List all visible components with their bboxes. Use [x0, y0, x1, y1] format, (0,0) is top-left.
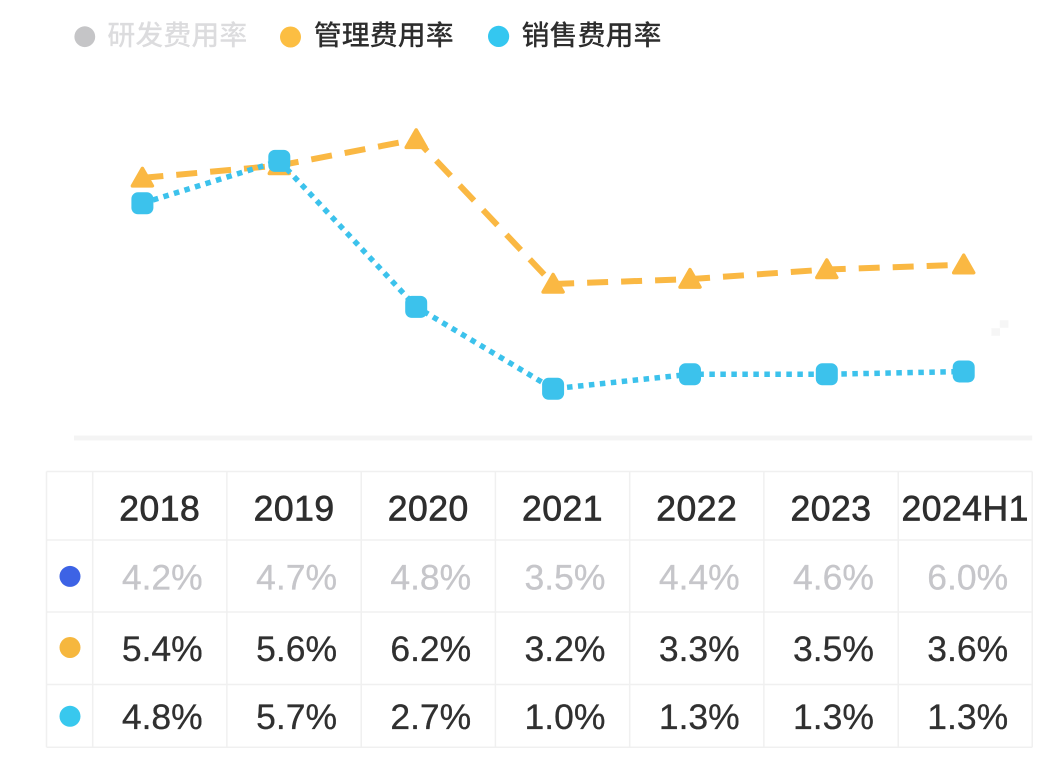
svg-text:2.7%: 2.7% — [390, 697, 471, 737]
svg-text:4.2%: 4.2% — [122, 558, 203, 598]
svg-text:5.6%: 5.6% — [256, 629, 337, 669]
svg-text:4.8%: 4.8% — [122, 697, 203, 737]
svg-text:4.7%: 4.7% — [256, 558, 337, 598]
svg-text:3.6%: 3.6% — [927, 629, 1008, 669]
svg-text:2022: 2022 — [656, 489, 737, 529]
svg-text:2020: 2020 — [388, 489, 469, 529]
svg-text:6.2%: 6.2% — [390, 629, 471, 669]
svg-text:2024H1: 2024H1 — [902, 489, 1029, 529]
svg-text:5.7%: 5.7% — [256, 697, 337, 737]
svg-text:1.3%: 1.3% — [659, 697, 740, 737]
svg-text:3.3%: 3.3% — [659, 629, 740, 669]
svg-text:3.5%: 3.5% — [793, 629, 874, 669]
svg-text:1.0%: 1.0% — [525, 697, 606, 737]
svg-text:4.6%: 4.6% — [793, 558, 874, 598]
svg-text:5.4%: 5.4% — [122, 629, 203, 669]
svg-text:2019: 2019 — [254, 489, 335, 529]
svg-text:2018: 2018 — [119, 489, 200, 529]
svg-text:4.8%: 4.8% — [390, 558, 471, 598]
svg-text:1.3%: 1.3% — [793, 697, 874, 737]
svg-text:4.4%: 4.4% — [659, 558, 740, 598]
svg-text:3.2%: 3.2% — [525, 629, 606, 669]
svg-text:2021: 2021 — [522, 489, 603, 529]
svg-text:3.5%: 3.5% — [525, 558, 606, 598]
svg-text:2023: 2023 — [791, 489, 872, 529]
svg-text:6.0%: 6.0% — [927, 558, 1008, 598]
svg-text:1.3%: 1.3% — [927, 697, 1008, 737]
